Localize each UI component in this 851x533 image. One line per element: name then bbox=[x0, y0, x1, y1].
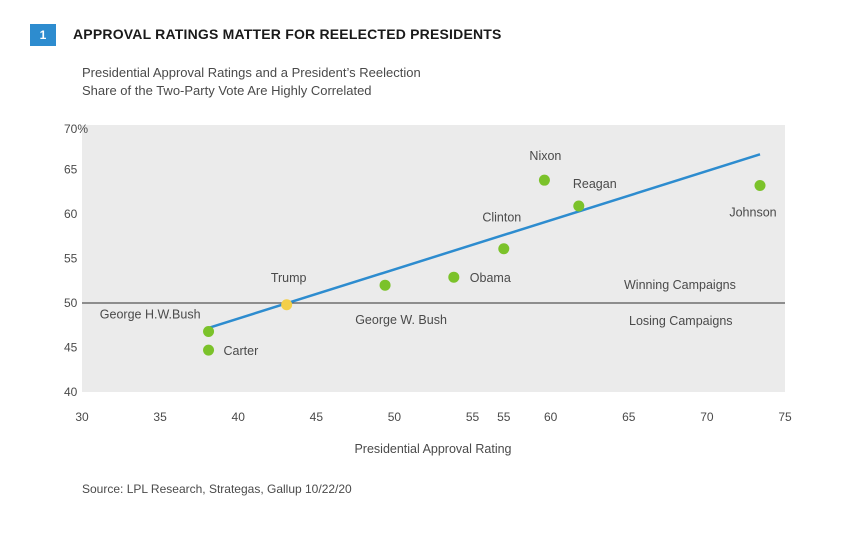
y-axis-ticks: 40 45 50 55 60 65 70% bbox=[64, 122, 88, 399]
x-tick-label: 60 bbox=[544, 410, 558, 424]
point-label-george-h-w-bush: George H.W.Bush bbox=[100, 307, 201, 321]
y-tick-label: 70% bbox=[64, 122, 88, 136]
y-tick-label: 40 bbox=[64, 385, 78, 399]
point-carter bbox=[203, 344, 215, 356]
subtitle-line-2: Share of the Two-Party Vote Are Highly C… bbox=[82, 83, 372, 98]
point-nixon bbox=[538, 174, 550, 186]
point-label-obama: Obama bbox=[470, 271, 511, 285]
x-tick-label: 55 bbox=[497, 410, 511, 424]
chart-title: APPROVAL RATINGS MATTER FOR REELECTED PR… bbox=[73, 26, 502, 42]
point-obama bbox=[448, 271, 460, 283]
point-johnson bbox=[754, 180, 766, 192]
data-points bbox=[203, 174, 766, 356]
point-george-h-w-bush bbox=[203, 325, 215, 337]
winning-campaigns-label: Winning Campaigns bbox=[624, 278, 736, 292]
x-axis-label: Presidential Approval Rating bbox=[354, 442, 511, 456]
x-tick-label: 70 bbox=[700, 410, 714, 424]
x-tick-label: 65 bbox=[622, 410, 636, 424]
x-tick-label: 75 bbox=[778, 410, 792, 424]
y-tick-label: 65 bbox=[64, 163, 78, 177]
point-label-carter: Carter bbox=[224, 344, 259, 358]
point-label-george-w-bush: George W. Bush bbox=[355, 313, 447, 327]
point-trump bbox=[281, 299, 293, 311]
chart-subtitle: Presidential Approval Ratings and a Pres… bbox=[82, 64, 421, 100]
point-reagan bbox=[573, 200, 585, 212]
point-label-clinton: Clinton bbox=[482, 211, 521, 225]
subtitle-line-1: Presidential Approval Ratings and a Pres… bbox=[82, 65, 421, 80]
losing-campaigns-label: Losing Campaigns bbox=[629, 314, 733, 328]
point-label-nixon: Nixon bbox=[529, 149, 561, 163]
point-label-trump: Trump bbox=[271, 271, 307, 285]
point-clinton bbox=[498, 243, 510, 255]
source-note: Source: LPL Research, Strategas, Gallup … bbox=[82, 482, 352, 496]
figure-number-badge: 1 bbox=[30, 24, 56, 46]
point-label-johnson: Johnson bbox=[729, 206, 776, 220]
plot-background bbox=[82, 125, 785, 392]
x-tick-label: 45 bbox=[310, 410, 324, 424]
point-george-w-bush bbox=[379, 279, 391, 291]
point-labels: George H.W.Bush Carter Trump George W. Bush… bbox=[100, 149, 777, 358]
x-tick-label: 55 bbox=[466, 410, 480, 424]
x-axis-ticks: 30 35 40 45 50 55 55 60 65 70 75 bbox=[75, 410, 792, 424]
x-tick-label: 50 bbox=[388, 410, 402, 424]
y-tick-label: 60 bbox=[64, 207, 78, 221]
y-tick-label: 55 bbox=[64, 252, 78, 266]
x-tick-label: 35 bbox=[153, 410, 167, 424]
y-tick-label: 50 bbox=[64, 296, 78, 310]
x-tick-label: 30 bbox=[75, 410, 89, 424]
y-tick-label: 45 bbox=[64, 341, 78, 355]
point-label-reagan: Reagan bbox=[573, 177, 617, 191]
trend-line bbox=[208, 153, 761, 330]
x-tick-label: 40 bbox=[232, 410, 246, 424]
